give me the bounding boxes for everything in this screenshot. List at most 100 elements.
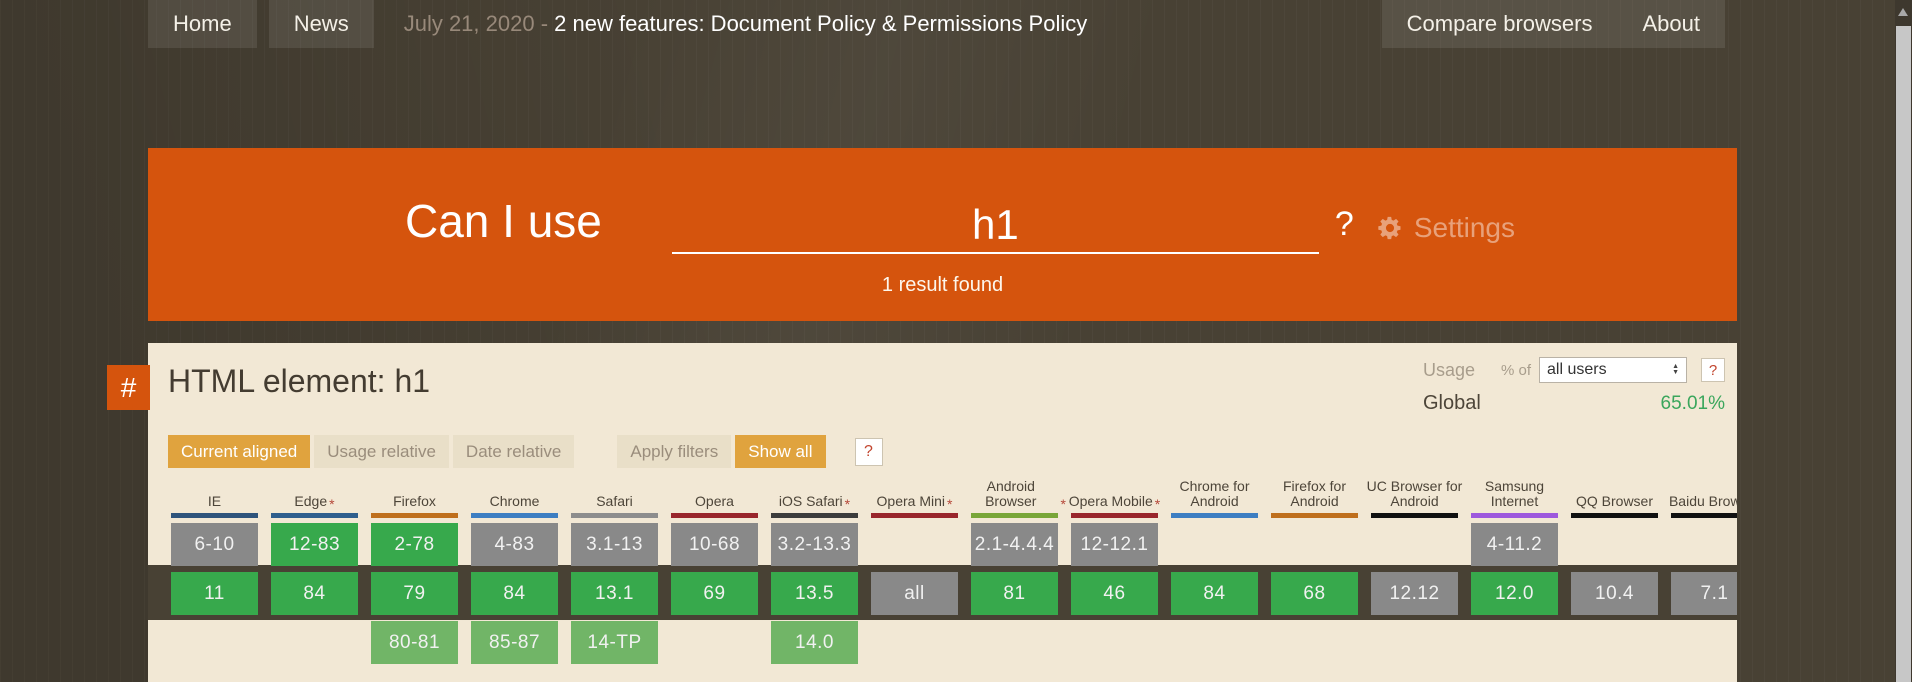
usage-bar <box>971 513 1058 518</box>
version-cell[interactable]: 12-12.1 <box>1071 523 1158 566</box>
version-cell-empty <box>871 621 958 664</box>
version-cell[interactable]: 3.1-13 <box>571 523 658 566</box>
browser-name: Safari <box>596 493 633 509</box>
version-cell[interactable]: 46 <box>1071 572 1158 615</box>
feature-panel-body: HTML element: h1 Usage % of all users ▲ ▼… <box>148 343 1737 682</box>
browser-support-table: IE 6-10 11 Edge * 12-83 84 Firefox 2-78 79 80-81 Ch… <box>171 475 1737 670</box>
filter-date-relative[interactable]: Date relative <box>452 435 575 468</box>
version-cell[interactable]: 4-11.2 <box>1471 523 1558 566</box>
scrollbar-up-arrow-icon[interactable] <box>1898 8 1908 16</box>
search-query-text: h1 <box>972 200 1019 248</box>
browser-column-opera-mini: Opera Mini * all <box>871 475 958 670</box>
version-cell-empty <box>1271 523 1358 566</box>
search-help-button[interactable]: ? <box>1334 205 1354 243</box>
version-cell[interactable]: 7.1 <box>1671 572 1737 615</box>
page-scrollbar[interactable] <box>1895 0 1912 682</box>
browser-name: IE <box>207 493 222 509</box>
version-cell-empty <box>1171 621 1258 664</box>
version-cell[interactable]: 3.2-13.3 <box>771 523 858 566</box>
result-count: 1 result found <box>881 274 1004 296</box>
version-cell[interactable]: 80-81 <box>371 621 458 664</box>
ticker-date: July 21, 2020 - <box>403 11 555 36</box>
ticker-link[interactable]: 2 new features: Document Policy & Permis… <box>554 11 1088 36</box>
version-cell[interactable]: 81 <box>971 572 1058 615</box>
search-banner: Can I use h1 ? Settings 1 result found <box>148 148 1737 321</box>
scrollbar-thumb[interactable] <box>1896 26 1911 682</box>
version-cell-empty <box>271 621 358 664</box>
version-cell[interactable]: 85-87 <box>471 621 558 664</box>
version-cell[interactable]: 13.1 <box>571 572 658 615</box>
version-cell[interactable]: 13.5 <box>771 572 858 615</box>
version-cell-empty <box>1471 621 1558 664</box>
version-cell[interactable]: 12.12 <box>1371 572 1458 615</box>
select-arrows-icon: ▲ ▼ <box>1672 363 1679 376</box>
browser-name: UC Browser for Android <box>1366 478 1463 509</box>
browser-name: Chrome <box>489 493 540 509</box>
browser-column-edge: Edge * 12-83 84 <box>271 475 358 670</box>
nav-compare-browsers-button[interactable]: Compare browsers <box>1381 0 1618 48</box>
usage-region-select[interactable]: all users ▲ ▼ <box>1539 357 1687 383</box>
usage-bar <box>471 513 558 518</box>
filter-usage-relative[interactable]: Usage relative <box>314 435 449 468</box>
usage-bar <box>1371 513 1458 518</box>
filters-help-button[interactable]: ? <box>854 437 883 466</box>
usage-bar <box>1271 513 1358 518</box>
version-cell[interactable]: 2-78 <box>371 523 458 566</box>
browser-column-firefox: Firefox 2-78 79 80-81 <box>371 475 458 670</box>
search-input[interactable]: h1 <box>671 200 1319 254</box>
version-cell[interactable]: 14.0 <box>771 621 858 664</box>
version-cell-empty <box>1671 523 1737 566</box>
browser-column-ios-safari: iOS Safari * 3.2-13.3 13.5 14.0 <box>771 475 858 670</box>
usage-bar <box>671 513 758 518</box>
version-cell[interactable]: 69 <box>671 572 758 615</box>
browser-name: Android Browser * <box>985 478 1066 512</box>
version-cell-empty <box>1171 523 1258 566</box>
nav-about-button[interactable]: About <box>1617 0 1725 48</box>
version-cell[interactable]: 84 <box>271 572 358 615</box>
anchor-link[interactable]: # <box>107 365 150 410</box>
note-asterisk: * <box>329 496 335 512</box>
filter-current-aligned[interactable]: Current aligned <box>168 435 311 468</box>
usage-bar <box>1571 513 1658 518</box>
version-cell-empty <box>1371 621 1458 664</box>
version-cell[interactable]: all <box>871 572 958 615</box>
browser-name: QQ Browser <box>1575 493 1653 509</box>
usage-controls: Usage % of all users ▲ ▼ ? Global 65.01% <box>1423 357 1725 415</box>
usage-label: Usage <box>1423 359 1476 380</box>
settings-button[interactable]: Settings <box>1376 212 1515 254</box>
version-cell[interactable]: 68 <box>1271 572 1358 615</box>
news-ticker[interactable]: July 21, 2020 - 2 new features: Document… <box>404 0 1382 48</box>
usage-bar <box>871 513 958 518</box>
browser-column-safari: Safari 3.1-13 13.1 14-TP <box>571 475 658 670</box>
version-cell[interactable]: 11 <box>171 572 258 615</box>
filter-toolbar: Current aligned Usage relative Date rela… <box>168 435 883 468</box>
browser-column-qq-browser: QQ Browser 10.4 <box>1571 475 1658 670</box>
version-cell[interactable]: 4-83 <box>471 523 558 566</box>
version-cell[interactable]: 84 <box>471 572 558 615</box>
version-cell[interactable]: 84 <box>1171 572 1258 615</box>
version-cell[interactable]: 79 <box>371 572 458 615</box>
percent-of-label: % of <box>1500 361 1531 379</box>
nav-home-button[interactable]: Home <box>148 0 257 48</box>
browser-column-chrome: Chrome 4-83 84 85-87 <box>471 475 558 670</box>
version-cell[interactable]: 12.0 <box>1471 572 1558 615</box>
version-cell[interactable]: 12-83 <box>271 523 358 566</box>
version-cell-empty <box>1571 621 1658 664</box>
browser-name: Opera Mobile * <box>1068 493 1161 512</box>
browser-name: Edge * <box>294 493 335 512</box>
usage-help-button[interactable]: ? <box>1701 358 1725 382</box>
browser-name: Chrome for Android <box>1179 478 1250 509</box>
settings-label: Settings <box>1413 212 1515 243</box>
version-cell[interactable]: 6-10 <box>171 523 258 566</box>
filter-apply-filters[interactable]: Apply filters <box>617 435 732 468</box>
version-cell-empty <box>671 621 758 664</box>
version-cell[interactable]: 2.1-4.4.4 <box>971 523 1058 566</box>
usage-bar <box>1171 513 1258 518</box>
version-cell-empty <box>1271 621 1358 664</box>
filter-show-all[interactable]: Show all <box>735 435 826 468</box>
version-cell[interactable]: 10-68 <box>671 523 758 566</box>
usage-bar <box>1471 513 1558 518</box>
version-cell[interactable]: 14-TP <box>571 621 658 664</box>
version-cell[interactable]: 10.4 <box>1571 572 1658 615</box>
nav-news-button[interactable]: News <box>268 0 374 48</box>
